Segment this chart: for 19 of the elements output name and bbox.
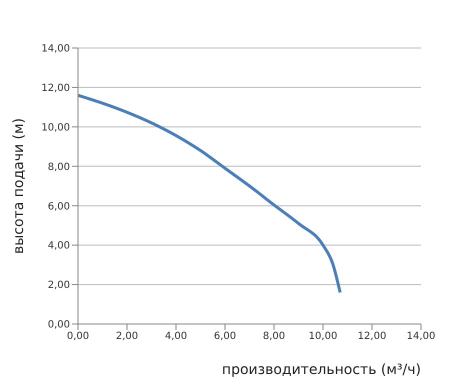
x-tick-label: 6,00 xyxy=(214,331,236,342)
y-tick-label: 12,00 xyxy=(41,82,70,94)
x-tick-label: 8,00 xyxy=(262,331,286,342)
x-tick-label: 4,00 xyxy=(164,331,188,342)
x-tick-label: 14,00 xyxy=(406,331,436,342)
y-tick-label: 8,00 xyxy=(48,162,70,173)
x-axis-title: производительность (м³/ч) xyxy=(222,362,421,378)
y-axis-title: высота подачи (м) xyxy=(10,118,27,254)
y-tick-label: 2,00 xyxy=(48,280,70,292)
y-tick-label: 0,00 xyxy=(48,320,70,331)
line-series xyxy=(78,94,342,294)
y-tick-label: 6,00 xyxy=(48,201,70,212)
x-tick-label: 2,00 xyxy=(116,331,138,342)
x-tick-label: 12,00 xyxy=(358,331,386,342)
x-tick-label: 0,00 xyxy=(66,331,90,342)
y-tick-label: 14,00 xyxy=(41,44,70,55)
y-tick-label: 10,00 xyxy=(41,122,70,134)
x-tick-label: 10,00 xyxy=(308,331,338,342)
y-tick-label: 4,00 xyxy=(48,240,70,252)
